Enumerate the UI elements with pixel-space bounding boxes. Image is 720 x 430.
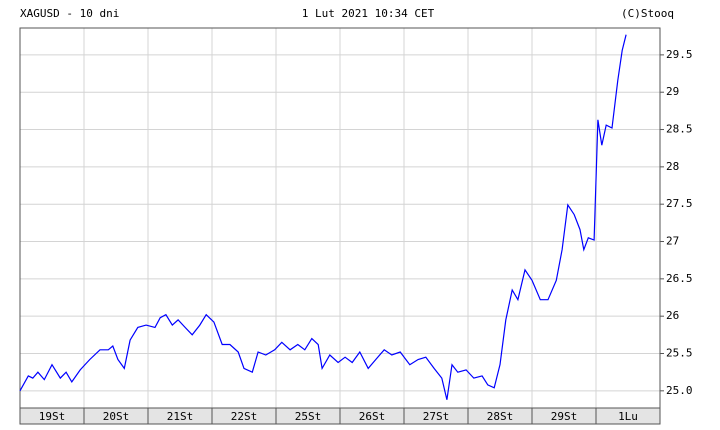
y-tick-label: 29.5 — [666, 48, 693, 61]
x-tick-label: 25St — [295, 410, 322, 423]
x-tick-label: 27St — [423, 410, 450, 423]
x-tick-label: 19St — [39, 410, 66, 423]
x-tick-label: 28St — [487, 410, 514, 423]
header-left: XAGUSD - 10 dni — [20, 7, 119, 20]
header-center: 1 Lut 2021 10:34 CET — [302, 7, 435, 20]
y-tick-label: 27 — [666, 235, 679, 248]
y-tick-label: 28.5 — [666, 123, 693, 136]
y-tick-label: 26 — [666, 309, 679, 322]
x-tick-label: 20St — [103, 410, 130, 423]
price-line — [19, 34, 627, 400]
x-tick-label: 21St — [167, 410, 194, 423]
x-tick-label: 29St — [551, 410, 578, 423]
y-tick-label: 25.0 — [666, 384, 693, 397]
y-tick-label: 25.5 — [666, 347, 693, 360]
y-tick-label: 27.5 — [666, 197, 693, 210]
x-tick-label: 22St — [231, 410, 258, 423]
y-tick-label: 28 — [666, 160, 679, 173]
header-right: (C)Stooq — [621, 7, 674, 20]
x-tick-label: 1Lu — [618, 410, 638, 423]
plot-frame — [19, 27, 661, 409]
y-tick-label: 26.5 — [666, 272, 693, 285]
x-tick-label: 26St — [359, 410, 386, 423]
y-tick-label: 29 — [666, 85, 679, 98]
